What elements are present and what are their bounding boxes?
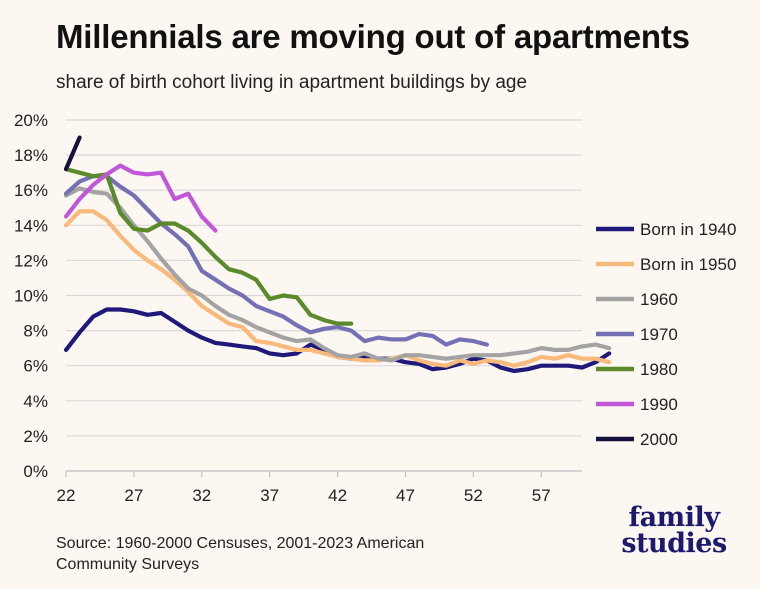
- logo-line-1: family: [628, 502, 720, 533]
- y-tick-label: 14%: [14, 216, 48, 235]
- source-line-2: Community Surveys: [56, 556, 200, 573]
- y-tick-label: 8%: [23, 322, 48, 341]
- series-line-1960: [63, 186, 612, 363]
- legend-label: 2000: [640, 430, 678, 449]
- y-tick-label: 0%: [23, 462, 48, 481]
- y-tick-label: 6%: [23, 357, 48, 376]
- y-tick-label: 2%: [23, 427, 48, 446]
- x-axis-tick-labels: 22 27 32 37 42 47 52 57: [57, 471, 551, 505]
- x-tick-label: 27: [124, 486, 143, 505]
- legend: Born in 1940 Born in 1950 1960 1970 1980 1990…: [596, 220, 736, 449]
- legend-label: Born in 1940: [640, 220, 736, 239]
- series-line-2000: [63, 135, 82, 172]
- source-note: Source: 1960-2000 Censuses, 2001-2023 Am…: [56, 533, 424, 575]
- chart-title: Millennials are moving out of apartments: [56, 18, 690, 55]
- y-tick-label: 10%: [14, 287, 48, 306]
- legend-label: 1980: [640, 360, 678, 379]
- y-tick-label: 12%: [14, 251, 48, 270]
- logo-line-2: studies: [621, 528, 727, 559]
- x-tick-label: 52: [464, 486, 483, 505]
- series-line-born-in-1950: [63, 209, 612, 368]
- y-tick-label: 18%: [14, 146, 48, 165]
- source-line-1: Source: 1960-2000 Censuses, 2001-2023 Am…: [56, 535, 425, 552]
- legend-label: Born in 1950: [640, 255, 736, 274]
- legend-label: 1960: [640, 290, 678, 309]
- series-lines: [63, 135, 612, 374]
- y-tick-label: 20%: [14, 111, 48, 130]
- x-tick-label: 42: [328, 486, 347, 505]
- y-tick-label: 16%: [14, 181, 48, 200]
- series-line-1990: [63, 163, 218, 233]
- x-tick-label: 37: [260, 486, 279, 505]
- x-tick-label: 47: [396, 486, 415, 505]
- chart-subtitle: share of birth cohort living in apartmen…: [56, 72, 528, 93]
- family-studies-logo: family studies: [604, 502, 744, 559]
- legend-label: 1990: [640, 395, 678, 414]
- x-tick-label: 22: [57, 486, 76, 505]
- x-tick-label: 32: [192, 486, 211, 505]
- legend-label: 1970: [640, 325, 678, 344]
- series-line-1970: [63, 174, 489, 347]
- y-axis-tick-labels: 0% 2% 4% 6% 8% 10% 12% 14% 16% 18% 20%: [14, 111, 48, 481]
- series-line-1980: [63, 167, 354, 326]
- y-tick-label: 4%: [23, 392, 48, 411]
- x-tick-label: 57: [532, 486, 551, 505]
- gridlines: [66, 119, 582, 472]
